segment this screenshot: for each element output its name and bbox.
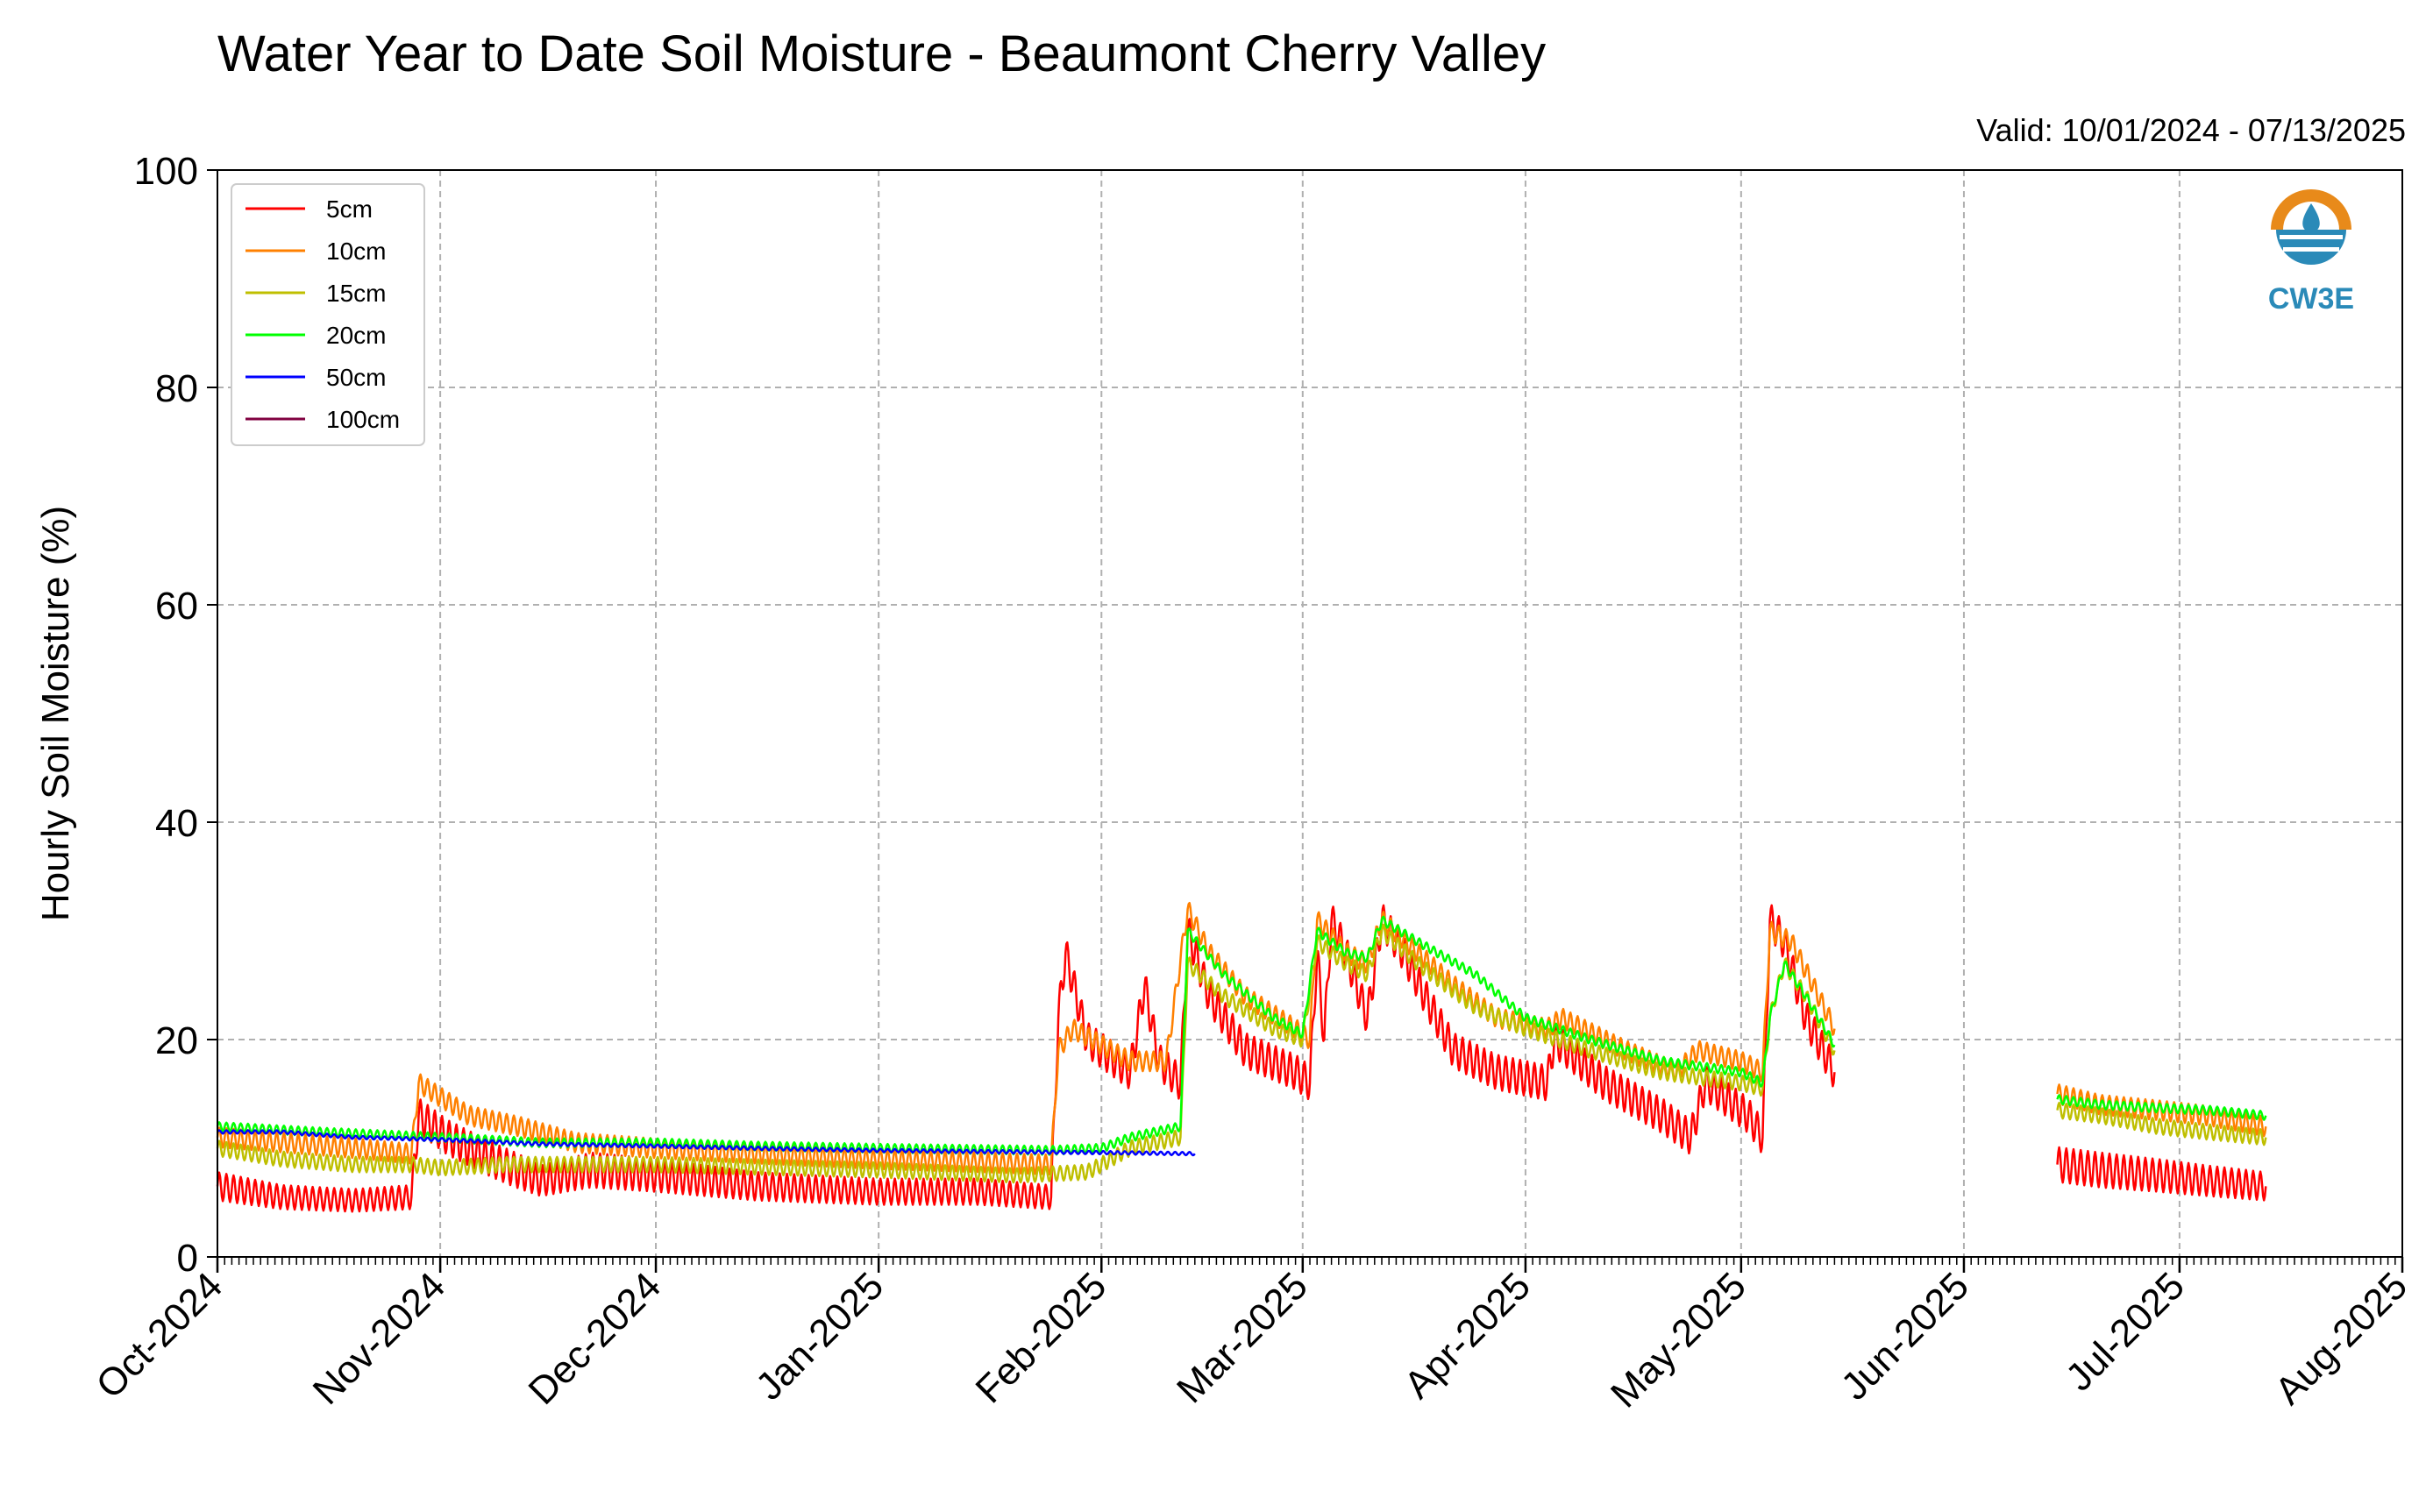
chart-title: Water Year to Date Soil Moisture - Beaum… [217, 25, 1547, 82]
x-tick-label: Jan-2025 [748, 1264, 892, 1408]
logo-text: CW3E [2268, 282, 2354, 316]
series-line-20cm [2056, 1094, 2267, 1121]
y-axis-label: Hourly Soil Moisture (%) [34, 506, 77, 921]
x-minor-ticks [217, 1257, 2403, 1265]
y-tick-label: 80 [155, 367, 198, 410]
series-line-15cm [216, 923, 1836, 1184]
legend-label-100cm: 100cm [326, 406, 400, 433]
legend: 5cm 10cm 15cm 20cm 50cm 100cm [231, 183, 425, 446]
y-tick-label: 0 [177, 1237, 198, 1280]
x-tick-label: Jul-2025 [2058, 1264, 2193, 1399]
legend-label-15cm: 15cm [326, 280, 386, 307]
series-line-5cm [216, 904, 1836, 1213]
y-tick-label: 20 [155, 1019, 198, 1062]
legend-label-10cm: 10cm [326, 238, 386, 265]
x-tick-label: May-2025 [1603, 1264, 1754, 1416]
series-line-15cm [2056, 1101, 2267, 1146]
y-tick-label: 100 [134, 150, 198, 193]
legend-label-50cm: 50cm [326, 364, 386, 391]
x-tick-label: Apr-2025 [1396, 1264, 1539, 1407]
legend-label-5cm: 5cm [326, 195, 373, 223]
x-tick-label: Aug-2025 [2266, 1264, 2415, 1413]
cw3e-logo-icon: CW3E [2268, 189, 2354, 316]
series-line-10cm [216, 901, 1836, 1175]
x-tick-label: Dec-2024 [521, 1264, 670, 1413]
legend-label-20cm: 20cm [326, 322, 386, 349]
y-tick-label: 60 [155, 585, 198, 628]
x-tick-label: Oct-2024 [88, 1264, 231, 1407]
x-tick-label: Nov-2024 [305, 1264, 454, 1413]
series-lines [216, 901, 2267, 1213]
x-tick-label: Jun-2025 [1833, 1264, 1977, 1408]
x-tick-label: Mar-2025 [1169, 1264, 1316, 1411]
series-line-50cm [217, 1129, 1196, 1157]
x-tick-label: Feb-2025 [968, 1264, 1115, 1411]
axes: 0 20 40 60 80 100 Oct-2024 Nov-2024 Dec-2024 Jan-… [88, 150, 2415, 1416]
series-line-5cm [2056, 1146, 2267, 1202]
valid-date-range: Valid: 10/01/2024 - 07/13/2025 [1976, 112, 2406, 148]
y-tick-label: 40 [155, 802, 198, 845]
